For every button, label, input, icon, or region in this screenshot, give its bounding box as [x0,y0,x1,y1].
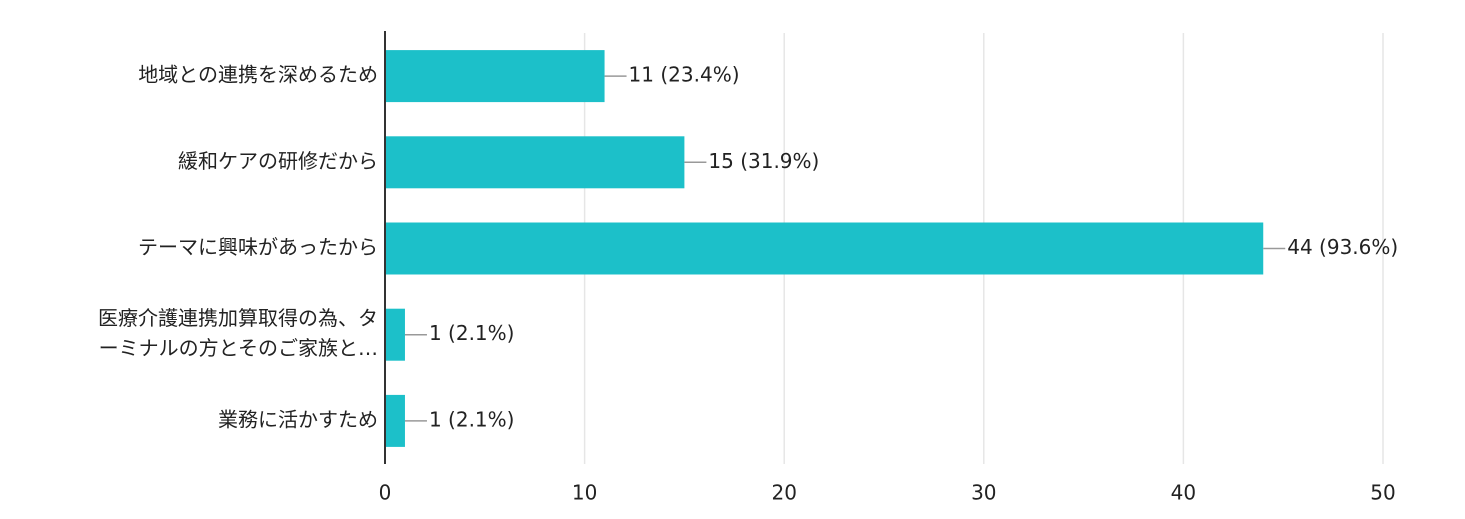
data-label: 1 (2.1%) [429,407,514,431]
y-tick-label: ーミナルの方とそのご家族と… [99,336,378,360]
x-tick-label: 10 [572,481,597,505]
y-tick-label: 医療介護連携加算取得の為、タ [98,306,378,330]
y-tick-label: 緩和ケアの研修だから [178,149,378,173]
x-tick-label: 50 [1370,481,1395,505]
bar [385,50,605,103]
data-label: 15 (31.9%) [708,149,819,173]
x-tick-label: 20 [771,481,796,505]
data-label: 1 (2.1%) [429,321,514,345]
bar [385,394,405,447]
data-label: 11 (23.4%) [629,63,740,87]
bar [385,308,405,361]
x-tick-label: 30 [971,481,996,505]
y-tick-label: 地域との連携を深めるため [138,63,378,87]
bar [385,222,1264,275]
x-tick-label: 0 [379,481,392,505]
data-label: 44 (93.6%) [1287,235,1398,259]
x-tick-label: 40 [1171,481,1196,505]
y-tick-label: 業務に活かすため [218,407,378,431]
bar [385,136,685,189]
y-tick-label: テーマに興味があったから [138,235,378,259]
